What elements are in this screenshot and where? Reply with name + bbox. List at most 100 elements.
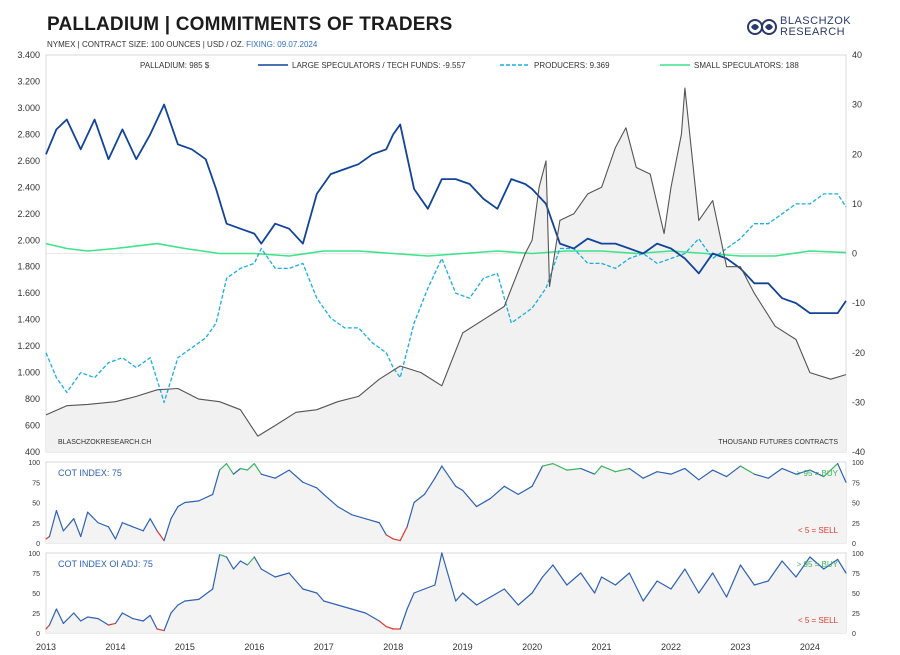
x-tick-label: 2020 [522,642,542,652]
index-line-segment [62,612,75,625]
index-line-segment [364,612,380,622]
index-line-segment [97,617,110,626]
index-line-segment [177,501,186,508]
index-right-tick: 100 [852,551,864,558]
index-line-segment [541,564,554,578]
index-line-segment [739,465,755,475]
index-line-segment [45,535,51,540]
index-line-segment [97,522,110,528]
index-line-segment [142,518,151,532]
fixing-date: FIXING: 09.07.2024 [246,40,318,49]
index-line-segment [163,518,172,542]
index-line-segment [253,556,262,570]
palladium-price-line [45,87,847,437]
index-label: COT INDEX OI ADJ: 75 [58,559,153,569]
index-line-segment [628,572,644,602]
index-line-segment [225,463,235,475]
index-line-segment [670,568,686,590]
y-left-tick-label: 400 [25,447,40,457]
index-line-segment [274,572,290,578]
index-left-tick: 0 [36,631,40,638]
index-line-segment [184,598,200,602]
index-line-segment [239,467,248,471]
index-area [46,463,846,543]
index-line-segment [600,576,617,586]
index-line-segment [739,564,755,586]
y-left-tick-label: 1.400 [17,315,40,325]
index-left-tick: 75 [32,480,40,487]
index-line-segment [580,572,596,594]
index-right-tick: 0 [852,631,856,638]
index-line-segment [121,612,134,620]
y-left-tick-label: 2.400 [17,182,40,192]
x-tick-label: 2014 [105,642,125,652]
contract-info: NYMEX | CONTRACT SIZE: 100 OUNCES | USD … [47,40,244,49]
index-line-segment [246,463,255,471]
index-line-segment [781,467,797,475]
x-tick-label: 2013 [36,642,56,652]
y-left-tick-label: 3.000 [17,103,40,113]
index-line-segment [323,600,339,606]
large-speculators-line [45,103,847,314]
index-line-segment [462,592,478,606]
logo-mark-icon [747,19,777,35]
index-line-segment [219,463,228,471]
index-line-segment [725,564,742,598]
index-line-segment [684,467,700,481]
index-line-segment [392,538,401,542]
index-area [46,553,846,633]
buy-threshold-label: > 95 = BUY [797,469,839,478]
index-line-segment [302,588,318,594]
index-right-tick: 25 [852,521,860,528]
index-line-segment [156,628,165,632]
index-line-segment [552,463,568,471]
producers-line [45,193,847,404]
price-area [46,88,846,452]
legend-entry: SMALL SPECULATORS: 188 [694,61,799,70]
brand-logo: BLASCHZOK RESEARCH [746,14,866,44]
x-tick-label: 2017 [314,642,334,652]
index-line-segment [455,592,464,602]
x-tick-label: 2023 [730,642,750,652]
index-line-segment [274,469,290,479]
page-subtitle: NYMEX | CONTRACT SIZE: 100 OUNCES | USD … [47,40,317,49]
index-right-tick: 75 [852,571,860,578]
y-right-tick-label: 0 [852,249,857,259]
x-tick-label: 2021 [592,642,612,652]
y-left-tick-label: 2.600 [17,156,40,166]
index-line-segment [107,526,117,540]
index-line-segment [288,469,304,483]
index-right-tick: 100 [852,460,864,467]
cot-index-oi-adj-panel: 0 0 25 25 50 50 75 75 100 100 COT INDEX OI ADJ: 75… [28,551,863,638]
y-right-tick-label: -40 [852,447,865,457]
index-line-segment [80,511,89,538]
index-line-segment [823,558,839,570]
index-line-segment [566,572,582,586]
x-tick-label: 2024 [800,642,820,652]
index-line-segment [378,620,387,628]
index-line-segment [212,553,221,590]
index-line-segment [642,580,658,602]
index-line-segment [149,614,158,630]
index-line-segment [48,608,58,626]
y-left-tick-label: 3.400 [17,50,40,60]
index-line-segment [566,467,582,471]
y-left-tick-label: 1.600 [17,288,40,298]
small-speculators-line [45,242,847,257]
index-line-segment [837,463,847,483]
y-left-tick-label: 2.000 [17,235,40,245]
legend-entry: PRODUCERS: 9.369 [534,61,610,70]
index-line-segment [795,556,811,578]
index-line-segment [163,612,172,632]
index-line-segment [156,530,165,542]
index-line-segment [399,526,408,542]
index-line-segment [316,592,325,602]
index-line-segment [337,604,353,610]
index-line-segment [232,467,242,475]
index-right-tick: 0 [852,541,856,548]
index-line-segment [489,588,505,598]
index-left-tick: 50 [32,501,40,508]
index-right-tick: 25 [852,611,860,618]
index-line-segment [399,608,408,630]
